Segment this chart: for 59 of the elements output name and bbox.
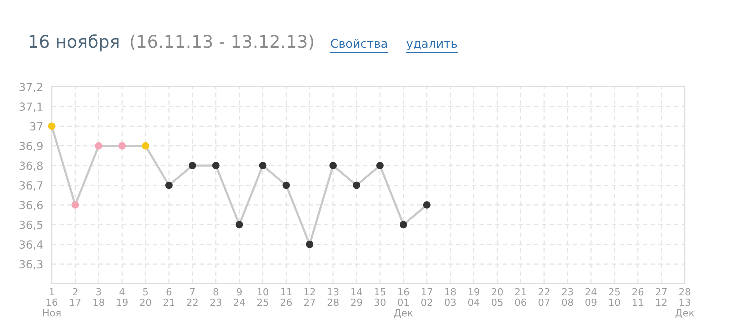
x-tick-label: 12 27	[304, 288, 316, 306]
x-tick-label: 23 08	[562, 288, 574, 306]
x-tick-label: 6 21	[164, 288, 175, 306]
y-tick-label: 36,9	[20, 142, 43, 152]
x-tick-label: 20 05	[492, 288, 503, 306]
y-tick-label: 37,2	[20, 82, 43, 93]
chart-subtitle: (16.11.13 - 13.12.13)	[130, 34, 314, 50]
y-tick-label: 37,1	[20, 102, 43, 112]
point	[423, 202, 431, 209]
point	[188, 162, 196, 170]
text: удалить	[406, 41, 458, 50]
y-tick-label: 36,6	[20, 201, 43, 211]
y-tick-label: 36,8	[20, 162, 43, 172]
x-tick-label: 5 20	[140, 288, 152, 306]
x-tick-label: 21 06	[515, 288, 526, 306]
x-tick-label: 16 01 Дек	[394, 288, 414, 318]
x-tick-label: 14 29	[351, 288, 362, 306]
x-tick-label: 17 02	[422, 288, 432, 306]
x-tick-label: 15 30	[374, 288, 386, 306]
point	[236, 221, 244, 229]
chart-title: 16 ноября	[30, 34, 119, 52]
x-tick-label: 11 26	[280, 288, 292, 306]
point	[142, 142, 150, 150]
x-tick-label: 1 16 Ноя	[43, 288, 61, 317]
x-tick-label: 19 04	[468, 288, 480, 306]
x-tick-label: 18 03	[445, 288, 456, 306]
x-tick-label: 4 19	[117, 288, 128, 306]
x-tick-label: 8 23	[210, 288, 222, 306]
x-tick-label: 27 12	[656, 288, 667, 306]
x-tick-label: 28 13 Дек	[676, 288, 694, 318]
x-tick-label: 9 24	[234, 288, 246, 306]
point	[330, 162, 338, 170]
x-tick-label: 2 17	[70, 288, 81, 306]
point	[376, 162, 384, 170]
point	[212, 162, 220, 170]
x-tick-label: 7 22	[187, 288, 198, 306]
point	[48, 122, 56, 130]
point	[259, 162, 267, 170]
point	[95, 142, 103, 150]
point	[400, 221, 408, 229]
y-tick-label: 36,3	[20, 260, 43, 270]
y-tick-label: 36,5	[20, 220, 43, 230]
y-tick-label: 36,4	[20, 240, 44, 250]
point	[72, 202, 80, 209]
x-tick-label: 13 28	[328, 288, 339, 306]
point	[306, 240, 314, 248]
x-tick-label: 25 10	[609, 288, 620, 306]
y-tick-label: 36,7	[20, 181, 43, 192]
point	[353, 182, 360, 190]
x-tick-label: 22 07	[538, 288, 550, 306]
x-tick-label: 26 11	[632, 288, 644, 306]
point	[282, 182, 290, 190]
x-tick-label: 10 25	[258, 288, 269, 306]
x-tick-label: 24 09	[586, 288, 597, 306]
x-tick-label: 3 18	[94, 288, 104, 306]
point	[166, 182, 173, 190]
point	[118, 142, 126, 150]
text: Свойства	[331, 39, 388, 48]
y-tick-label: 37	[30, 122, 43, 131]
